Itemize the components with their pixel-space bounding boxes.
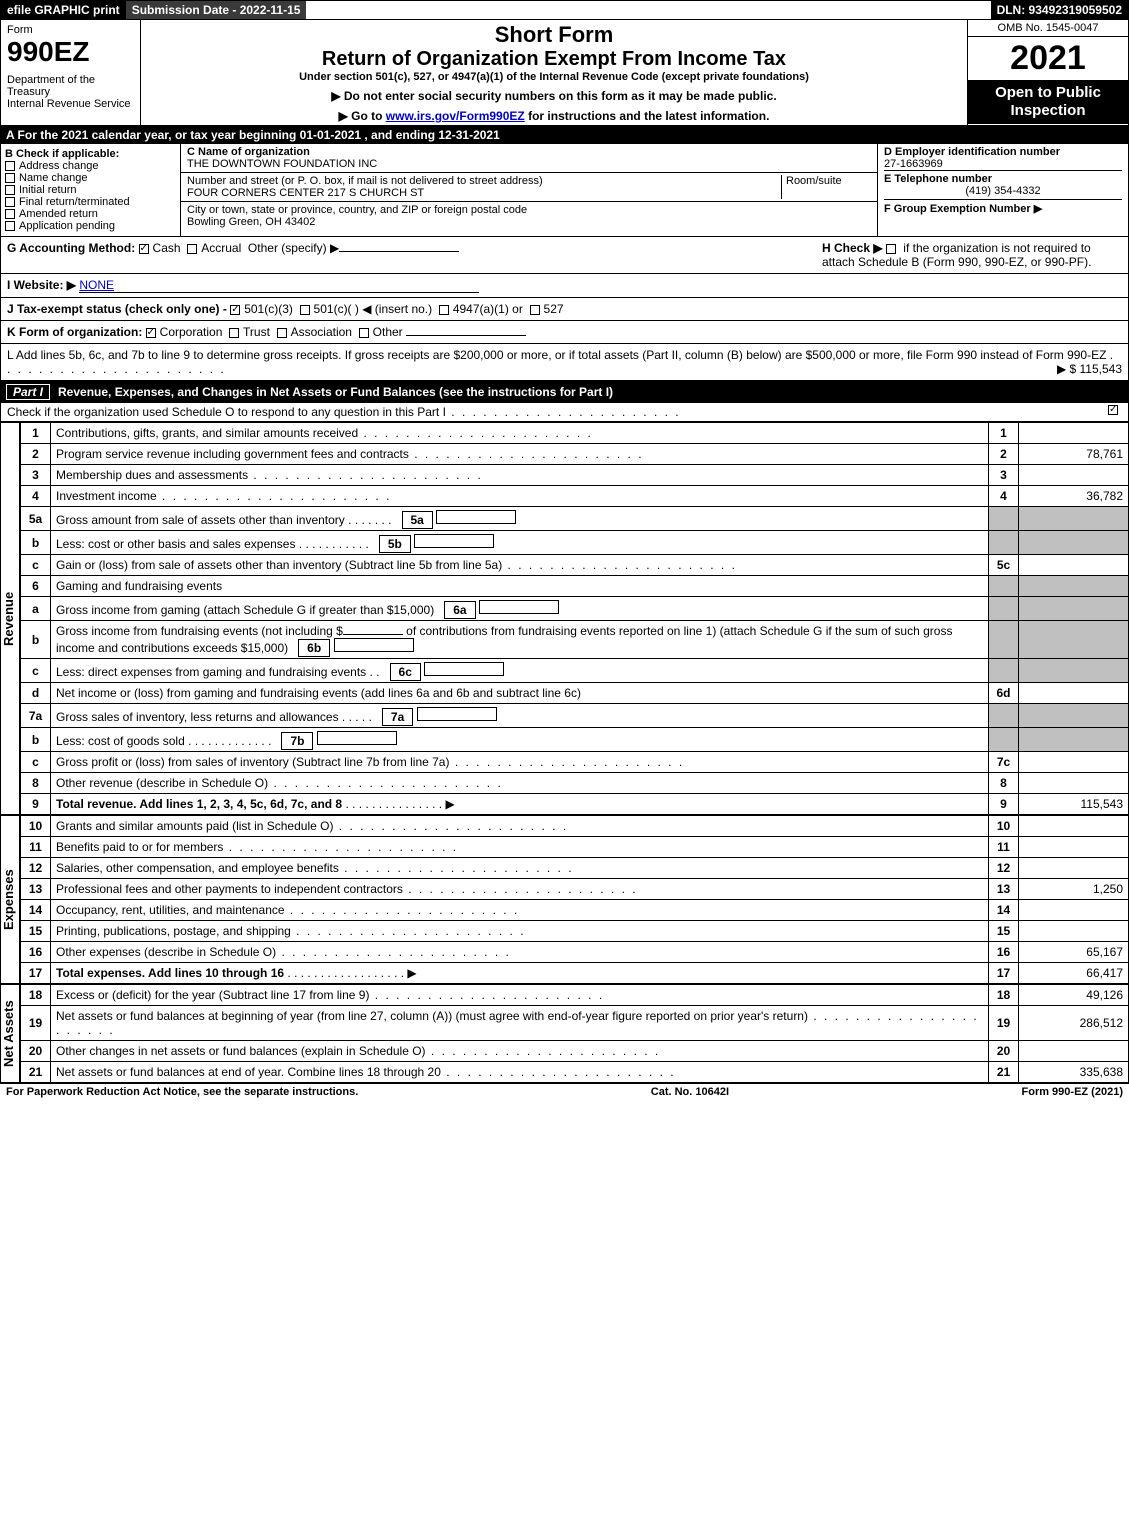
form-ref: Form 990-EZ (2021) xyxy=(1022,1086,1123,1098)
dln: DLN: 93492319059502 xyxy=(991,1,1128,19)
cash-check[interactable] xyxy=(139,244,149,254)
line3-val xyxy=(1019,465,1129,486)
line12-val xyxy=(1019,858,1129,879)
submission-date: Submission Date - 2022-11-15 xyxy=(126,1,307,19)
netassets-block: Net Assets 18Excess or (deficit) for the… xyxy=(0,984,1129,1083)
form-number: 990EZ xyxy=(7,36,134,68)
short-form-title: Short Form xyxy=(147,22,961,48)
line17-val: 66,417 xyxy=(1019,963,1129,984)
section-c: C Name of organization THE DOWNTOWN FOUN… xyxy=(181,144,878,236)
top-bar: efile GRAPHIC print Submission Date - 20… xyxy=(0,0,1129,20)
line20-val xyxy=(1019,1041,1129,1062)
netassets-side-label: Net Assets xyxy=(0,984,20,1083)
form-header: Form 990EZ Department of the Treasury In… xyxy=(0,20,1129,126)
section-k: K Form of organization: Corporation Trus… xyxy=(0,321,1129,344)
527-check[interactable] xyxy=(530,305,540,315)
section-l: L Add lines 5b, 6c, and 7b to line 9 to … xyxy=(0,344,1129,381)
city-state-zip: Bowling Green, OH 43402 xyxy=(187,216,315,228)
schedule-o-check[interactable] xyxy=(1108,405,1118,415)
return-title: Return of Organization Exempt From Incom… xyxy=(147,48,961,71)
section-a: A For the 2021 calendar year, or tax yea… xyxy=(0,126,1129,144)
501c-check[interactable] xyxy=(300,305,310,315)
4947-check[interactable] xyxy=(439,305,449,315)
gh-row: G Accounting Method: Cash Accrual Other … xyxy=(0,237,1129,274)
final-return-check[interactable] xyxy=(5,197,15,207)
section-i: I Website: ▶ NONE xyxy=(0,274,1129,298)
website-link[interactable]: NONE xyxy=(79,278,479,293)
bcd-row: B Check if applicable: Address change Na… xyxy=(0,144,1129,237)
amended-check[interactable] xyxy=(5,209,15,219)
trust-check[interactable] xyxy=(229,328,239,338)
street: FOUR CORNERS CENTER 217 S CHURCH ST xyxy=(187,187,424,199)
line13-val: 1,250 xyxy=(1019,879,1129,900)
line18-val: 49,126 xyxy=(1019,985,1129,1006)
section-d: D Employer identification number 27-1663… xyxy=(878,144,1128,236)
revenue-side-label: Revenue xyxy=(0,422,20,815)
line15-val xyxy=(1019,921,1129,942)
line9-val: 115,543 xyxy=(1019,794,1129,815)
section-b: B Check if applicable: Address change Na… xyxy=(1,144,181,236)
expenses-side-label: Expenses xyxy=(0,815,20,984)
line21-val: 335,638 xyxy=(1019,1062,1129,1083)
line16-val: 65,167 xyxy=(1019,942,1129,963)
ssn-note: ▶ Do not enter social security numbers o… xyxy=(147,89,961,103)
line8-val xyxy=(1019,773,1129,794)
assoc-check[interactable] xyxy=(277,328,287,338)
telephone: (419) 354-4332 xyxy=(884,185,1122,197)
other-org-check[interactable] xyxy=(359,328,369,338)
cat-no: Cat. No. 10642I xyxy=(651,1086,729,1098)
page-footer: For Paperwork Reduction Act Notice, see … xyxy=(0,1083,1129,1100)
section-j: J Tax-exempt status (check only one) - 5… xyxy=(0,298,1129,321)
gross-receipts: ▶ $ 115,543 xyxy=(1057,362,1122,376)
line6d-val xyxy=(1019,683,1129,704)
paperwork-notice: For Paperwork Reduction Act Notice, see … xyxy=(6,1086,358,1098)
initial-return-check[interactable] xyxy=(5,185,15,195)
corp-check[interactable] xyxy=(146,328,156,338)
dept-label: Department of the Treasury Internal Reve… xyxy=(7,74,134,110)
expenses-block: Expenses 10Grants and similar amounts pa… xyxy=(0,815,1129,984)
form-label: Form xyxy=(7,24,134,36)
revenue-block: Revenue 1Contributions, gifts, grants, a… xyxy=(0,422,1129,815)
line14-val xyxy=(1019,900,1129,921)
tax-year: 2021 xyxy=(968,37,1128,80)
irs-link[interactable]: www.irs.gov/Form990EZ xyxy=(386,109,525,123)
efile-label[interactable]: efile GRAPHIC print xyxy=(1,1,126,19)
part1-check-row: Check if the organization used Schedule … xyxy=(0,403,1129,422)
part1-header: Part I Revenue, Expenses, and Changes in… xyxy=(0,381,1129,403)
open-public-badge: Open to Public Inspection xyxy=(968,80,1128,124)
other-specify[interactable] xyxy=(339,251,459,252)
app-pending-check[interactable] xyxy=(5,221,15,231)
line2-val: 78,761 xyxy=(1019,444,1129,465)
line5c-val xyxy=(1019,555,1129,576)
under-note: Under section 501(c), 527, or 4947(a)(1)… xyxy=(147,71,961,83)
h-check[interactable] xyxy=(886,244,896,254)
ein: 27-1663969 xyxy=(884,158,1122,170)
name-change-check[interactable] xyxy=(5,173,15,183)
org-name: THE DOWNTOWN FOUNDATION INC xyxy=(187,158,377,170)
line1-val xyxy=(1019,423,1129,444)
accrual-check[interactable] xyxy=(187,244,197,254)
501c3-check[interactable] xyxy=(230,305,240,315)
line11-val xyxy=(1019,837,1129,858)
line10-val xyxy=(1019,816,1129,837)
omb-number: OMB No. 1545-0047 xyxy=(968,20,1128,37)
line7c-val xyxy=(1019,752,1129,773)
addr-change-check[interactable] xyxy=(5,161,15,171)
goto-note: ▶ Go to www.irs.gov/Form990EZ for instru… xyxy=(147,109,961,123)
line19-val: 286,512 xyxy=(1019,1006,1129,1041)
line4-val: 36,782 xyxy=(1019,486,1129,507)
